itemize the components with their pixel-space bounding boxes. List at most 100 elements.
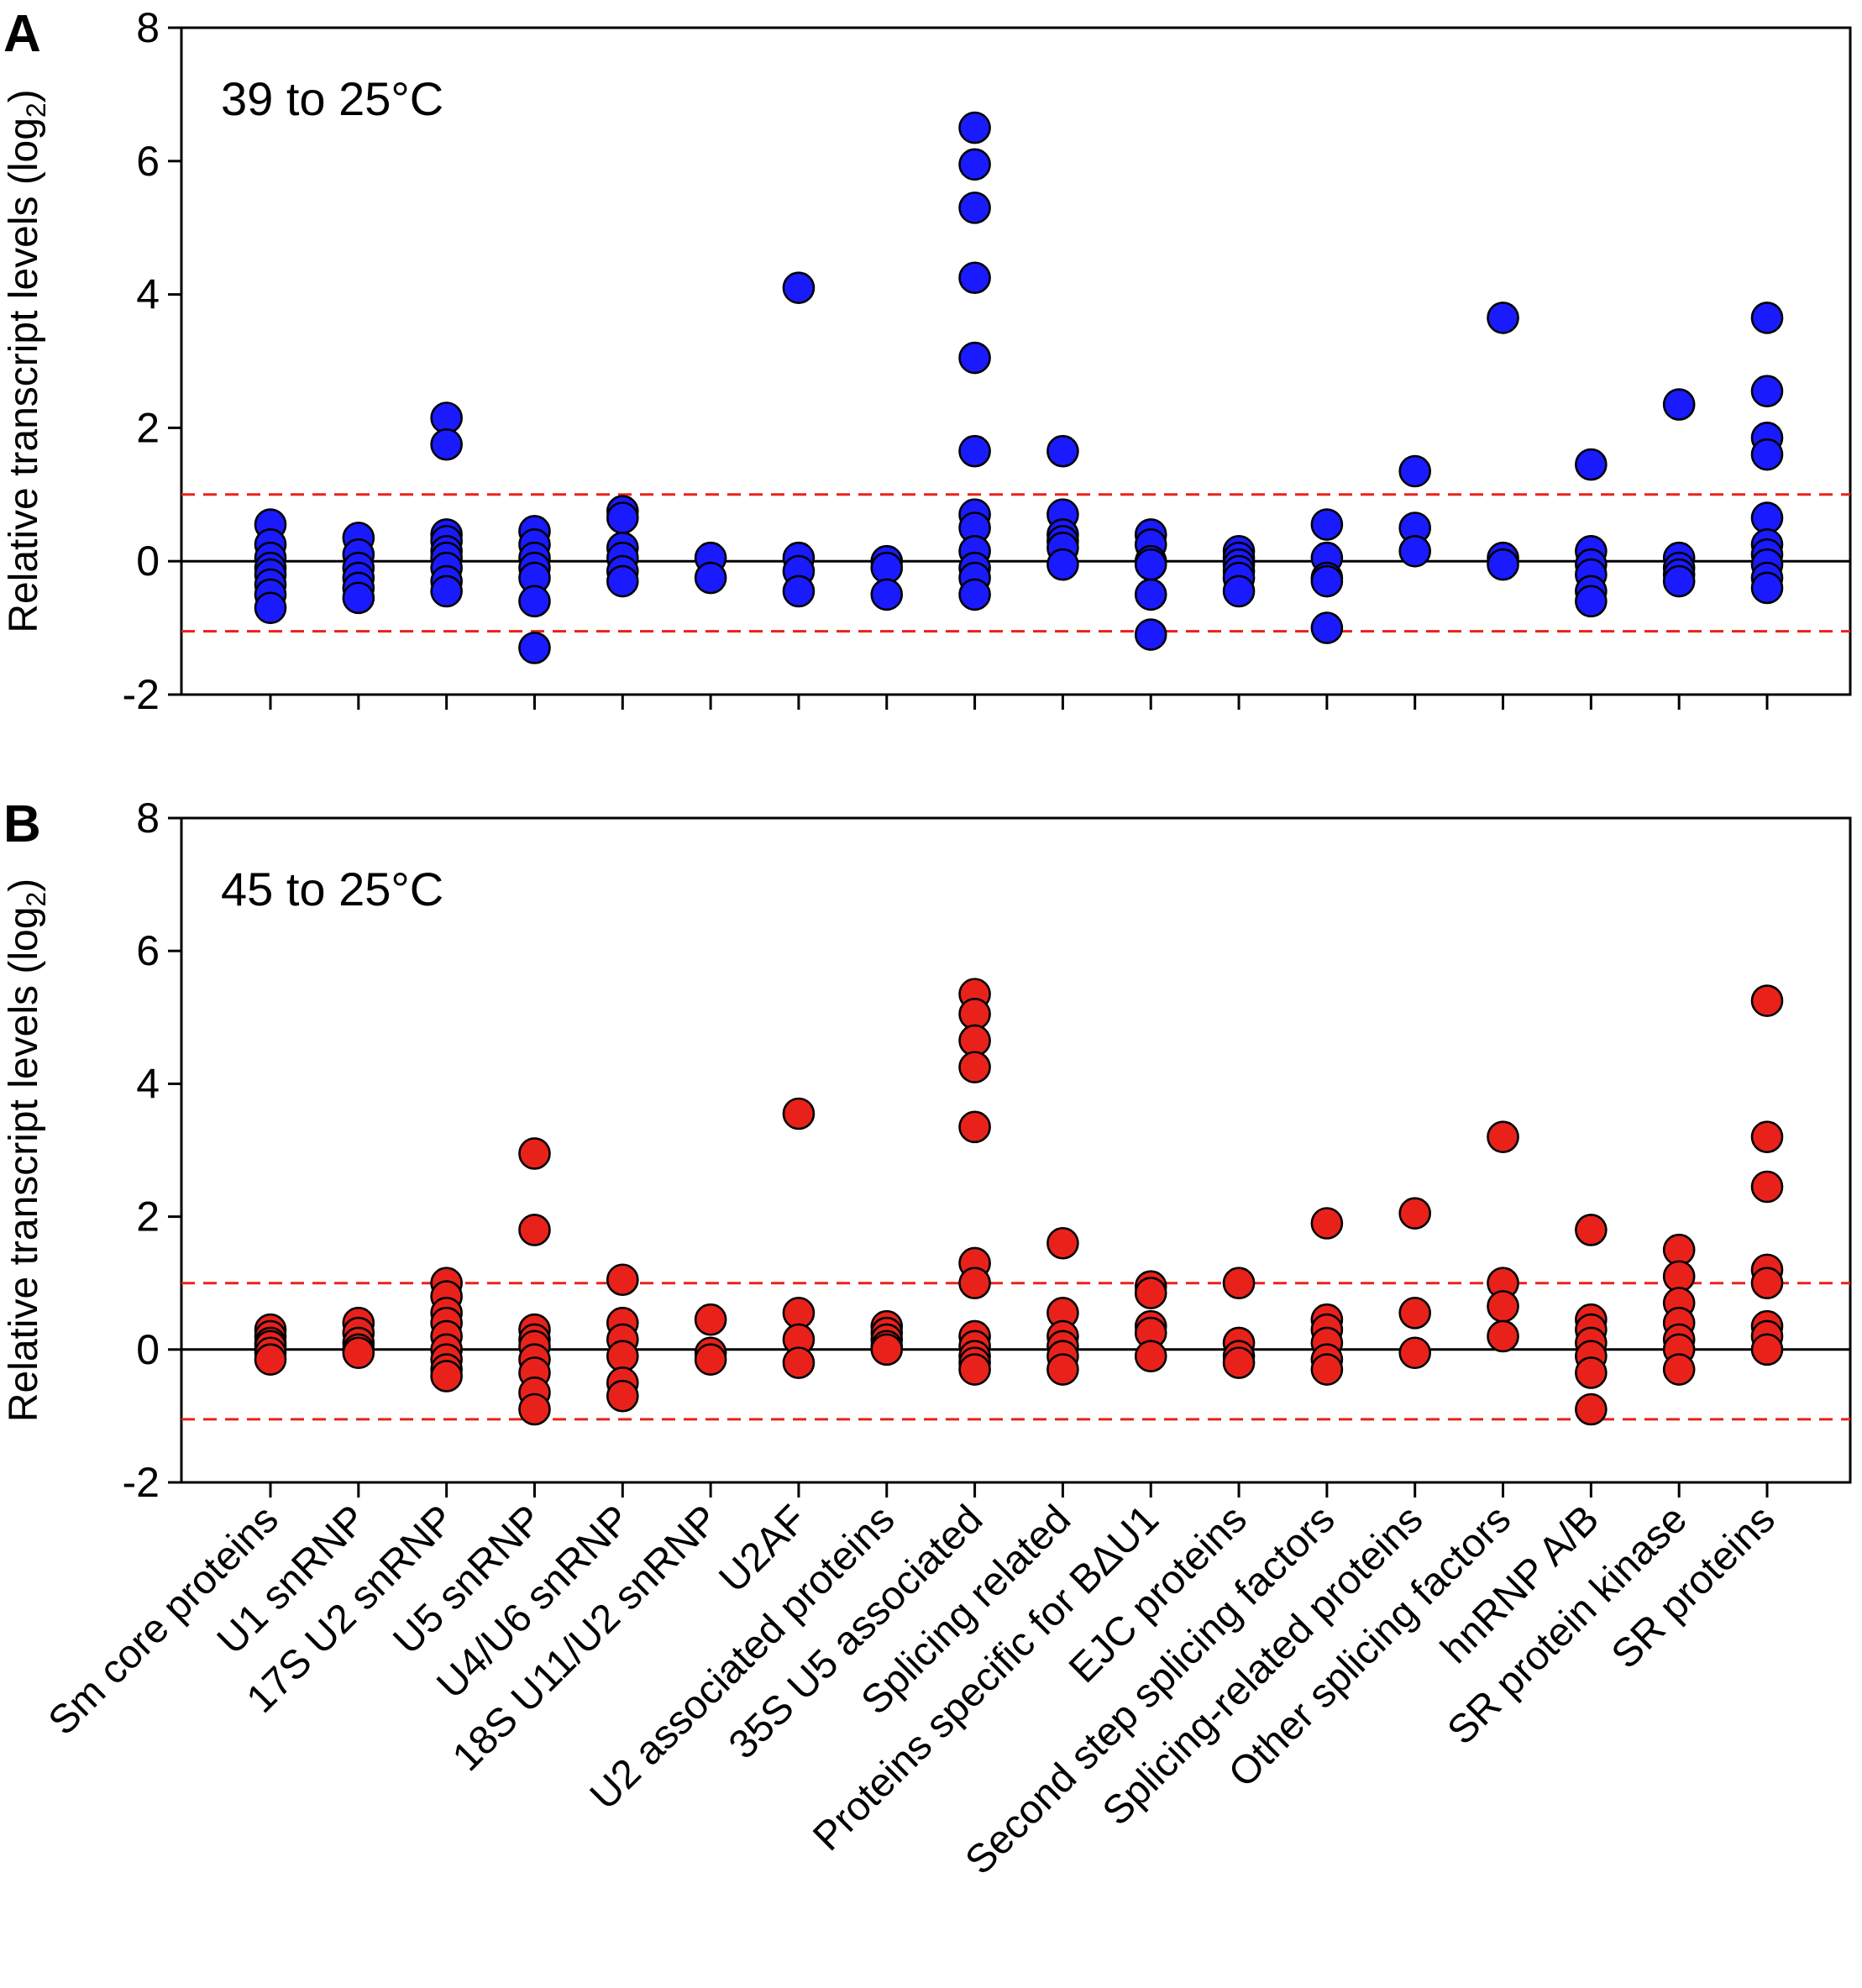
data-point — [958, 434, 991, 468]
data-point — [1134, 1277, 1167, 1309]
data-point — [1046, 1353, 1079, 1386]
data-point — [1222, 1346, 1256, 1379]
data-point — [694, 561, 727, 595]
data-point — [958, 111, 991, 144]
data-point — [1487, 1290, 1519, 1323]
data-point — [1750, 1267, 1784, 1299]
data-point — [430, 1360, 463, 1393]
data-point — [782, 1346, 816, 1379]
panel-letter: A — [3, 5, 41, 63]
data-point — [1310, 508, 1344, 541]
data-point — [430, 427, 463, 461]
data-point — [782, 271, 816, 304]
data-point — [1662, 388, 1696, 421]
data-point — [782, 1097, 816, 1130]
data-point — [1575, 1214, 1608, 1246]
y-tick-label: 4 — [136, 271, 160, 318]
data-point — [606, 501, 639, 534]
data-point — [1134, 578, 1167, 611]
data-point — [1750, 1333, 1784, 1366]
data-point — [1398, 454, 1432, 488]
data-point — [694, 1343, 727, 1376]
data-point — [1046, 434, 1079, 468]
data-point — [1134, 618, 1167, 651]
data-point — [606, 564, 639, 598]
plot-frame — [180, 26, 1852, 696]
data-point — [1750, 438, 1784, 471]
data-point — [958, 341, 991, 375]
data-point — [254, 591, 287, 625]
y-tick-label: 4 — [136, 1060, 160, 1107]
data-point — [958, 261, 991, 295]
data-point — [958, 1267, 991, 1299]
data-point — [1310, 564, 1344, 598]
data-point — [1310, 611, 1344, 644]
y-tick-label: -2 — [123, 1459, 160, 1506]
panel-condition: 45 to 25°C — [221, 863, 443, 915]
data-point — [430, 574, 463, 608]
data-point — [1222, 1267, 1256, 1299]
data-point — [1487, 302, 1519, 334]
y-tick-label: 2 — [136, 404, 160, 451]
data-point — [1575, 585, 1608, 618]
data-point — [1046, 548, 1079, 581]
data-point — [1750, 1170, 1784, 1204]
data-point — [870, 578, 904, 611]
y-axis-label: Relative transcript levels (log2) — [2, 879, 51, 1422]
data-point — [1662, 1353, 1696, 1386]
data-point — [1575, 448, 1608, 481]
data-point — [1750, 571, 1784, 605]
data-point — [1750, 984, 1784, 1017]
y-tick-label: 2 — [136, 1193, 160, 1241]
data-point — [606, 1379, 639, 1413]
data-point — [1662, 564, 1696, 598]
data-point — [518, 585, 551, 618]
data-point — [870, 1333, 904, 1366]
data-point — [1750, 302, 1784, 334]
data-point — [1046, 1226, 1079, 1260]
y-tick-label: 0 — [136, 1326, 160, 1373]
data-point — [958, 191, 991, 224]
data-point — [958, 578, 991, 611]
data-point — [254, 1343, 287, 1376]
plot-frame — [180, 816, 1852, 1484]
data-point — [958, 1051, 991, 1083]
data-point — [1398, 534, 1432, 568]
data-point — [1134, 548, 1167, 581]
y-tick-label: 0 — [136, 538, 160, 585]
data-point — [958, 148, 991, 181]
panel-condition: 39 to 25°C — [221, 72, 443, 125]
data-point — [1398, 1296, 1432, 1330]
y-tick-label: 6 — [136, 138, 160, 185]
data-point — [518, 1393, 551, 1426]
data-point — [518, 632, 551, 664]
y-tick-label: 6 — [136, 927, 160, 974]
data-point — [1398, 1336, 1432, 1370]
data-point — [694, 1303, 727, 1336]
y-tick-label: 8 — [136, 4, 160, 51]
data-point — [1222, 574, 1256, 608]
y-tick-label: -2 — [123, 671, 160, 718]
data-point — [958, 1353, 991, 1386]
data-point — [606, 1263, 639, 1297]
data-point — [518, 1214, 551, 1246]
y-axis-label: Relative transcript levels (log2) — [2, 89, 51, 632]
data-point — [1398, 1197, 1432, 1230]
panel-a: -2 0 2 4 6 8 A 39 to 25°C Relative transcript le… — [2, 4, 1852, 718]
data-point — [1487, 548, 1519, 581]
data-point — [342, 1336, 375, 1370]
data-point — [1134, 1340, 1167, 1373]
data-point — [1750, 375, 1784, 408]
data-point — [342, 581, 375, 615]
y-tick-label: 8 — [136, 795, 160, 842]
data-point — [1487, 1120, 1519, 1153]
data-point — [782, 574, 816, 608]
panel-letter: B — [3, 795, 41, 853]
data-point — [1575, 1356, 1608, 1389]
data-point — [1310, 1207, 1344, 1240]
data-point — [1310, 1353, 1344, 1386]
data-point — [1575, 1393, 1608, 1426]
data-point — [1750, 1120, 1784, 1153]
